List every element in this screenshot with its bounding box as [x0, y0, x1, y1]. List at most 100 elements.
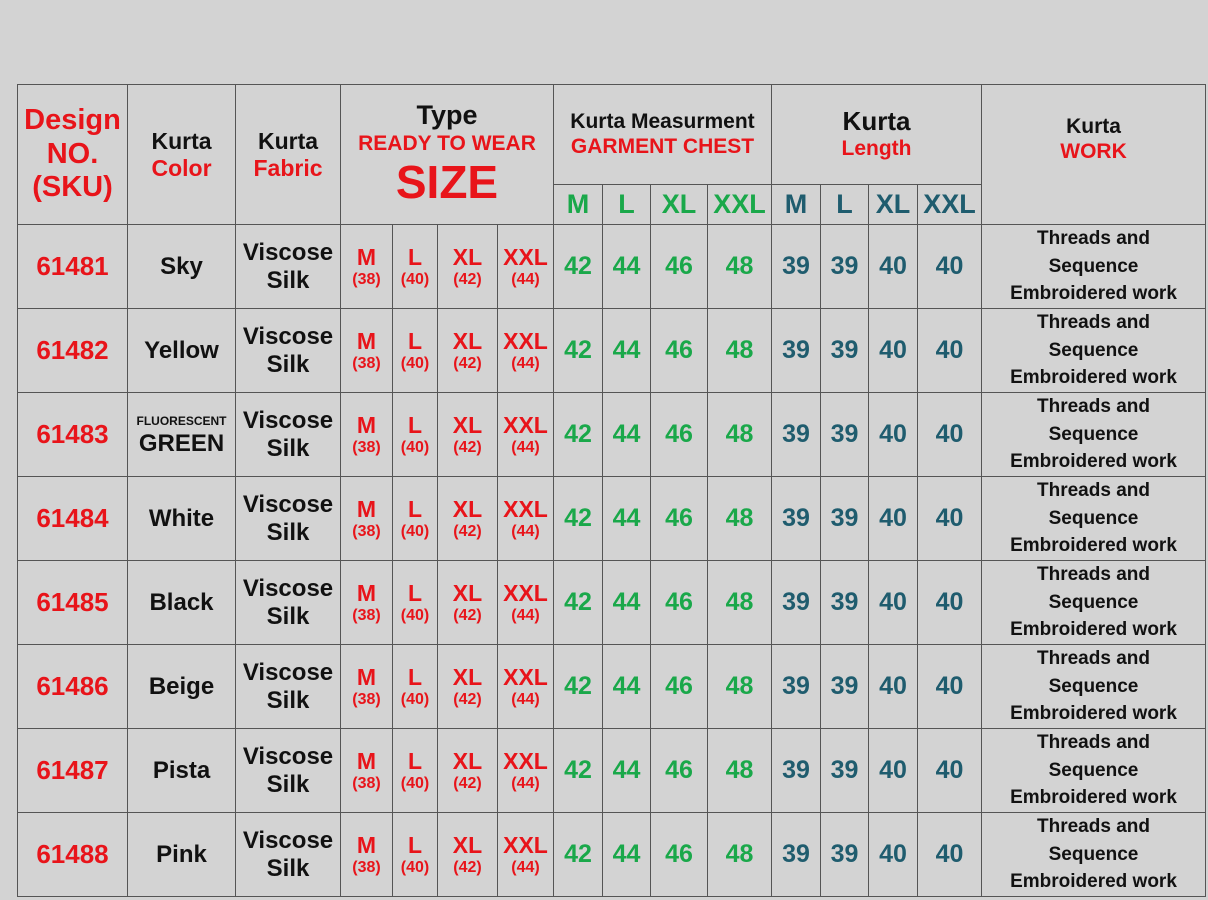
size-cell: M (38): [340, 812, 393, 897]
fabric-cell: Viscose Silk: [235, 308, 341, 393]
length-cell: 40: [868, 644, 918, 729]
size-cell: M (38): [340, 728, 393, 813]
chest-cell: 44: [602, 476, 651, 561]
chest-cell: 46: [650, 308, 708, 393]
size-cell: XL (42): [437, 644, 498, 729]
chest-cell: 48: [707, 476, 772, 561]
chest-cell: 48: [707, 224, 772, 309]
chest-cell: 44: [602, 812, 651, 897]
header-design-no: Design NO. (SKU): [17, 84, 128, 225]
work-cell: Threads and Sequence Embroidered work: [981, 560, 1206, 645]
work-cell: Threads and Sequence Embroidered work: [981, 728, 1206, 813]
size-cell: M (38): [340, 224, 393, 309]
sku-cell: 61485: [17, 560, 128, 645]
length-cell: 40: [917, 392, 982, 477]
chest-cell: 42: [553, 392, 603, 477]
work-cell: Threads and Sequence Embroidered work: [981, 308, 1206, 393]
chest-cell: 46: [650, 812, 708, 897]
size-cell: XXL (44): [497, 476, 554, 561]
sku-cell: 61487: [17, 728, 128, 813]
chest-cell: 42: [553, 644, 603, 729]
table-row: 61484 White Viscose Silk M (38) L (40) XL (42) XXL…: [17, 476, 1206, 561]
length-cell: 39: [771, 308, 821, 393]
length-size-header: L: [820, 184, 869, 225]
size-cell: L (40): [392, 308, 438, 393]
length-cell: 39: [820, 392, 869, 477]
header-fabric: Kurta Fabric: [235, 84, 341, 225]
chest-cell: 42: [553, 812, 603, 897]
length-cell: 40: [868, 560, 918, 645]
chest-cell: 44: [602, 392, 651, 477]
size-cell: M (38): [340, 560, 393, 645]
size-cell: L (40): [392, 812, 438, 897]
length-cell: 39: [771, 812, 821, 897]
chest-cell: 46: [650, 560, 708, 645]
header-color: Kurta Color: [127, 84, 236, 225]
color-cell: Sky: [127, 224, 236, 309]
length-cell: 40: [917, 644, 982, 729]
chest-size-header: XL: [650, 184, 708, 225]
chest-cell: 48: [707, 812, 772, 897]
chest-cell: 44: [602, 560, 651, 645]
chest-cell: 42: [553, 308, 603, 393]
header-type-size: Type READY TO WEAR SIZE: [340, 84, 554, 225]
fabric-cell: Viscose Silk: [235, 644, 341, 729]
color-cell: Yellow: [127, 308, 236, 393]
length-size-header: XXL: [917, 184, 982, 225]
length-cell: 40: [868, 812, 918, 897]
length-cell: 39: [771, 392, 821, 477]
chest-size-header: M: [553, 184, 603, 225]
table-row: 61481 Sky Viscose Silk M (38) L (40) XL (42) XXL (4…: [17, 224, 1206, 309]
chest-cell: 46: [650, 392, 708, 477]
length-cell: 39: [820, 476, 869, 561]
fabric-cell: Viscose Silk: [235, 392, 341, 477]
size-cell: XXL (44): [497, 728, 554, 813]
length-cell: 39: [820, 224, 869, 309]
work-cell: Threads and Sequence Embroidered work: [981, 812, 1206, 897]
length-cell: 40: [917, 476, 982, 561]
chest-cell: 46: [650, 728, 708, 813]
size-cell: XL (42): [437, 392, 498, 477]
size-cell: XXL (44): [497, 644, 554, 729]
sku-cell: 61484: [17, 476, 128, 561]
length-size-header: XL: [868, 184, 918, 225]
size-cell: XL (42): [437, 476, 498, 561]
size-cell: L (40): [392, 392, 438, 477]
table-row: 61487 Pista Viscose Silk M (38) L (40) XL (42) XXL…: [17, 728, 1206, 813]
length-cell: 40: [868, 728, 918, 813]
color-cell: Pista: [127, 728, 236, 813]
length-cell: 40: [917, 812, 982, 897]
length-size-header: M: [771, 184, 821, 225]
table-row: 61482 Yellow Viscose Silk M (38) L (40) XL (42) XX…: [17, 308, 1206, 393]
fabric-cell: Viscose Silk: [235, 560, 341, 645]
chest-cell: 44: [602, 308, 651, 393]
size-cell: XXL (44): [497, 560, 554, 645]
length-cell: 39: [820, 812, 869, 897]
fabric-cell: Viscose Silk: [235, 476, 341, 561]
work-cell: Threads and Sequence Embroidered work: [981, 476, 1206, 561]
chest-cell: 46: [650, 476, 708, 561]
size-cell: M (38): [340, 308, 393, 393]
size-chart-table: Design NO. (SKU) Kurta Color Kurta Fabric Ty…: [17, 84, 1206, 897]
chest-size-header: XXL: [707, 184, 772, 225]
chest-cell: 48: [707, 560, 772, 645]
length-cell: 39: [771, 224, 821, 309]
size-cell: XXL (44): [497, 392, 554, 477]
chest-cell: 46: [650, 224, 708, 309]
fabric-cell: Viscose Silk: [235, 812, 341, 897]
size-cell: L (40): [392, 560, 438, 645]
size-cell: XL (42): [437, 728, 498, 813]
header-work: Kurta WORK: [981, 84, 1206, 225]
chest-cell: 48: [707, 392, 772, 477]
length-cell: 40: [917, 728, 982, 813]
chest-cell: 42: [553, 224, 603, 309]
size-cell: XL (42): [437, 224, 498, 309]
size-cell: L (40): [392, 728, 438, 813]
length-cell: 39: [820, 308, 869, 393]
size-cell: XL (42): [437, 812, 498, 897]
length-cell: 40: [917, 308, 982, 393]
length-cell: 39: [771, 728, 821, 813]
header-chest: Kurta Measurment GARMENT CHEST: [553, 84, 772, 185]
work-cell: Threads and Sequence Embroidered work: [981, 644, 1206, 729]
chest-cell: 48: [707, 728, 772, 813]
